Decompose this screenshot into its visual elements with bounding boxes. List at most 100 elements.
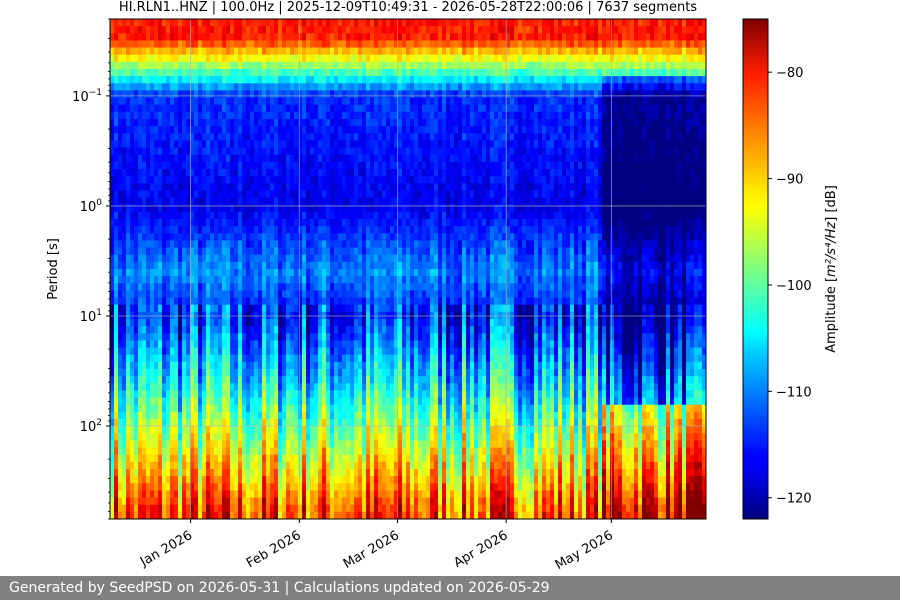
heatmap-cell xyxy=(254,333,259,342)
heatmap-cell xyxy=(258,219,263,227)
heatmap-cell xyxy=(242,419,247,427)
heatmap-cell xyxy=(234,419,239,427)
heatmap-cell xyxy=(258,297,263,306)
heatmap-cell xyxy=(262,204,267,213)
heatmap-cell xyxy=(254,40,259,49)
heatmap-cell xyxy=(274,247,279,256)
heatmap-cell xyxy=(358,376,363,384)
heatmap-cell xyxy=(118,411,123,420)
heatmap-cell xyxy=(378,326,383,334)
heatmap-cell xyxy=(266,190,271,199)
heatmap-cell xyxy=(130,511,135,519)
heatmap-cell xyxy=(186,347,191,356)
heatmap-cell xyxy=(326,204,331,213)
heatmap-cell xyxy=(146,297,151,306)
heatmap-cell xyxy=(326,497,331,506)
heatmap-cell xyxy=(266,490,271,499)
heatmap-cell xyxy=(190,276,195,284)
heatmap-cell xyxy=(266,111,271,120)
heatmap-cell xyxy=(186,47,191,56)
heatmap-cell xyxy=(170,454,175,463)
heatmap-cell xyxy=(118,461,123,470)
heatmap-cell xyxy=(362,490,367,499)
heatmap-cell xyxy=(266,147,271,156)
heatmap-cell xyxy=(298,90,303,99)
heatmap-cell xyxy=(378,347,383,356)
heatmap-cell xyxy=(354,319,359,327)
heatmap-cell xyxy=(222,390,227,399)
heatmap-cell xyxy=(306,133,311,142)
heatmap-cell xyxy=(238,119,243,127)
heatmap-cell xyxy=(206,154,211,163)
heatmap-cell xyxy=(318,469,323,477)
heatmap-cell xyxy=(362,390,367,399)
heatmap-cell xyxy=(258,261,263,270)
heatmap-cell xyxy=(158,340,163,349)
heatmap-cell xyxy=(126,226,131,234)
heatmap-cell xyxy=(114,404,119,413)
heatmap-cell xyxy=(282,354,287,363)
heatmap-cell xyxy=(146,233,151,242)
heatmap-cell xyxy=(190,411,195,420)
heatmap-cell xyxy=(146,319,151,327)
heatmap-cell xyxy=(138,511,143,519)
heatmap-cell xyxy=(178,261,183,270)
heatmap-cell xyxy=(118,233,123,242)
heatmap-cell xyxy=(338,154,343,163)
heatmap-cell xyxy=(198,219,203,227)
heatmap-cell xyxy=(174,26,179,34)
heatmap-cell xyxy=(310,454,315,463)
heatmap-cell xyxy=(202,347,207,356)
heatmap-cell xyxy=(154,447,159,456)
heatmap-cell xyxy=(318,176,323,184)
heatmap-cell xyxy=(326,154,331,163)
heatmap-cell xyxy=(322,240,327,249)
heatmap-cell xyxy=(226,433,231,442)
heatmap-cell xyxy=(346,454,351,463)
heatmap-cell xyxy=(154,161,159,170)
heatmap-cell xyxy=(374,140,379,149)
heatmap-cell xyxy=(226,419,231,427)
heatmap-cell xyxy=(250,161,255,170)
heatmap-cell xyxy=(378,361,383,370)
heatmap-cell xyxy=(110,69,115,77)
heatmap-cell xyxy=(370,390,375,399)
heatmap-cell xyxy=(214,383,219,392)
heatmap-cell xyxy=(354,111,359,120)
heatmap-cell xyxy=(342,19,347,27)
heatmap-cell xyxy=(262,69,267,77)
heatmap-cell xyxy=(346,83,351,92)
heatmap-cell xyxy=(374,176,379,184)
heatmap-cell xyxy=(198,347,203,356)
heatmap-cell xyxy=(354,61,359,70)
heatmap-cell xyxy=(190,426,195,434)
heatmap-cell xyxy=(250,397,255,406)
heatmap-cell xyxy=(130,397,135,406)
heatmap-cell xyxy=(242,161,247,170)
heatmap-cell xyxy=(110,483,115,492)
heatmap-cell xyxy=(142,269,147,277)
heatmap-cell xyxy=(146,476,151,484)
heatmap-cell xyxy=(202,304,207,313)
heatmap-cell xyxy=(334,297,339,306)
heatmap-cell xyxy=(178,276,183,284)
heatmap-cell xyxy=(170,111,175,120)
heatmap-cell xyxy=(290,211,295,220)
heatmap-cell xyxy=(318,490,323,499)
heatmap-cell xyxy=(142,261,147,270)
heatmap-cell xyxy=(150,33,155,42)
heatmap-cell xyxy=(350,369,355,377)
heatmap-cell xyxy=(170,40,175,49)
heatmap-cell xyxy=(330,333,335,342)
heatmap-cell xyxy=(146,304,151,313)
heatmap-cell xyxy=(194,333,199,342)
heatmap-cell xyxy=(350,419,355,427)
heatmap-cell xyxy=(258,476,263,484)
heatmap-cell xyxy=(274,319,279,327)
heatmap-cell xyxy=(306,354,311,363)
heatmap-cell xyxy=(206,397,211,406)
heatmap-cell xyxy=(234,461,239,470)
heatmap-cell xyxy=(270,190,275,199)
heatmap-cell xyxy=(226,26,231,34)
heatmap-cell xyxy=(142,440,147,449)
